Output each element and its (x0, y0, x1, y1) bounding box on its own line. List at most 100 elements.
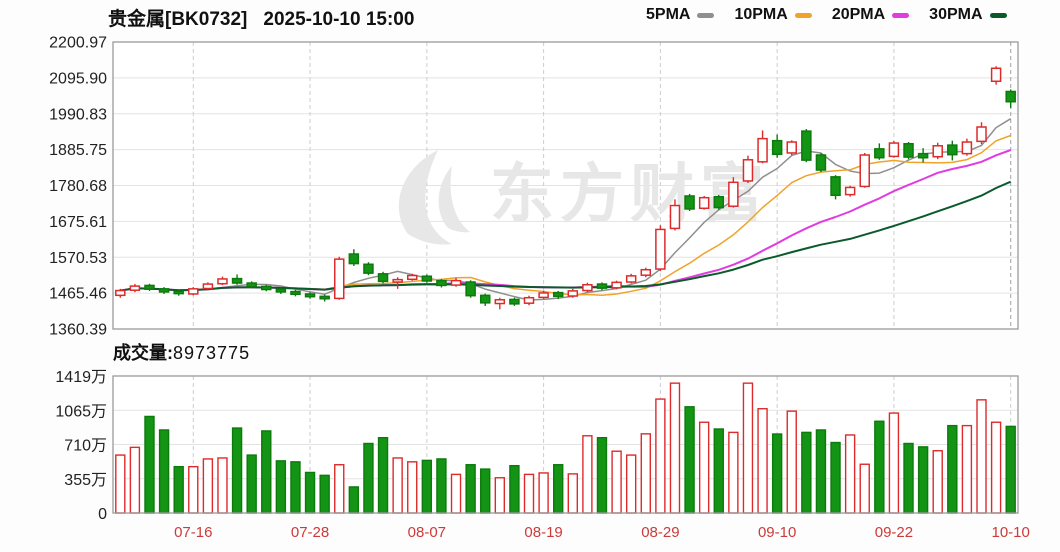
candle-up[interactable] (188, 288, 199, 295)
volume-bar-up[interactable] (450, 473, 462, 514)
candle-up[interactable] (115, 289, 126, 297)
candle-up[interactable] (494, 299, 506, 305)
candle-down[interactable] (917, 152, 929, 159)
volume-bar-up[interactable] (523, 473, 535, 514)
volume-bar-up[interactable] (188, 465, 199, 514)
volume-bar-up[interactable] (115, 454, 126, 514)
volume-bar-up[interactable] (202, 458, 214, 514)
volume-bar-up[interactable] (932, 450, 943, 514)
volume-bar-up[interactable] (742, 382, 754, 514)
volume-bar-up[interactable] (392, 457, 403, 514)
volume-bar-up[interactable] (655, 398, 666, 514)
volume-bar-down[interactable] (246, 454, 257, 514)
volume-bar-up[interactable] (611, 450, 622, 514)
candle-up[interactable] (625, 275, 637, 283)
candle-down[interactable] (144, 284, 155, 290)
volume-bar-down[interactable] (917, 446, 929, 514)
candle-up[interactable] (844, 186, 856, 196)
volume-bar-up[interactable] (582, 435, 593, 514)
candle-down[interactable] (874, 148, 885, 159)
volume-bar-down[interactable] (290, 461, 301, 514)
volume-bar-down[interactable] (231, 427, 243, 514)
volume-bar-down[interactable] (275, 460, 287, 514)
volume-bar-down[interactable] (465, 464, 476, 514)
candle-up[interactable] (786, 141, 797, 154)
volume-bar-up[interactable] (976, 399, 987, 514)
volume-bar-down[interactable] (874, 420, 885, 514)
candle-up[interactable] (217, 278, 228, 285)
candle-down[interactable] (713, 195, 725, 209)
candle-up[interactable] (990, 67, 1002, 83)
candle-up[interactable] (655, 228, 666, 270)
volume-bar-down[interactable] (261, 430, 272, 514)
volume-bar-up[interactable] (669, 382, 681, 514)
candle-up[interactable] (728, 181, 739, 207)
volume-bar-down[interactable] (553, 464, 564, 514)
candle-up[interactable] (698, 196, 710, 210)
candle-up[interactable] (392, 278, 403, 283)
volume-bar-up[interactable] (567, 473, 578, 514)
candle-up[interactable] (932, 145, 943, 158)
candle-down[interactable] (830, 176, 841, 197)
volume-bar-up[interactable] (640, 433, 651, 514)
volume-bar-down[interactable] (158, 429, 170, 514)
volume-bar-down[interactable] (830, 441, 841, 514)
candle-down[interactable] (436, 279, 447, 287)
volume-bar-down[interactable] (801, 431, 812, 514)
candle-down[interactable] (377, 273, 389, 283)
candle-down[interactable] (465, 281, 476, 297)
candle-up[interactable] (976, 126, 987, 143)
candle-down[interactable] (421, 275, 433, 282)
candle-up[interactable] (888, 142, 900, 158)
volume-bar-down[interactable] (947, 424, 958, 514)
candle-up[interactable] (567, 290, 579, 297)
candle-down[interactable] (771, 139, 783, 156)
volume-bar-up[interactable] (728, 431, 739, 514)
volume-bar-up[interactable] (217, 457, 228, 514)
candle-down[interactable] (1005, 90, 1016, 103)
candle-up[interactable] (129, 285, 141, 291)
volume-bar-down[interactable] (815, 429, 827, 514)
volume-bar-up[interactable] (129, 446, 141, 514)
candle-down[interactable] (947, 144, 958, 156)
volume-bar-up[interactable] (859, 463, 870, 514)
candle-down[interactable] (509, 298, 520, 305)
candle-up[interactable] (582, 283, 593, 292)
candle-down[interactable] (319, 295, 330, 300)
candles-group[interactable] (115, 66, 1016, 310)
volume-bar-up[interactable] (757, 408, 768, 514)
candle-down[interactable] (815, 154, 827, 171)
volume-bar-up[interactable] (494, 477, 506, 514)
candle-down[interactable] (173, 290, 184, 295)
volume-bar-up[interactable] (990, 421, 1002, 514)
candle-up[interactable] (669, 204, 681, 230)
volume-bar-up[interactable] (334, 464, 345, 514)
candle-down[interactable] (479, 294, 491, 304)
candle-down[interactable] (363, 263, 374, 274)
volume-bar-down[interactable] (421, 459, 433, 514)
volume-bar-down[interactable] (480, 468, 491, 514)
candle-up[interactable] (742, 159, 754, 182)
candle-down[interactable] (304, 293, 316, 298)
candle-up[interactable] (538, 292, 549, 299)
candle-down[interactable] (290, 290, 301, 296)
candle-down[interactable] (261, 285, 272, 291)
volume-bar-down[interactable] (304, 471, 316, 514)
volume-bar-down[interactable] (144, 415, 155, 514)
candle-down[interactable] (903, 142, 914, 158)
candle-up[interactable] (961, 141, 973, 155)
volume-bar-down[interactable] (684, 406, 695, 514)
volume-bars-group[interactable] (115, 382, 1016, 514)
candle-up[interactable] (640, 268, 652, 276)
volume-bar-down[interactable] (713, 428, 724, 514)
candle-up[interactable] (611, 281, 622, 289)
candle-up[interactable] (859, 154, 870, 188)
candle-up[interactable] (406, 274, 418, 281)
candle-down[interactable] (684, 195, 695, 210)
volume-bar-down[interactable] (509, 464, 520, 514)
volume-bar-down[interactable] (363, 442, 374, 514)
volume-bar-down[interactable] (377, 436, 389, 514)
volume-bar-down[interactable] (436, 458, 447, 514)
volume-bar-up[interactable] (961, 424, 973, 514)
